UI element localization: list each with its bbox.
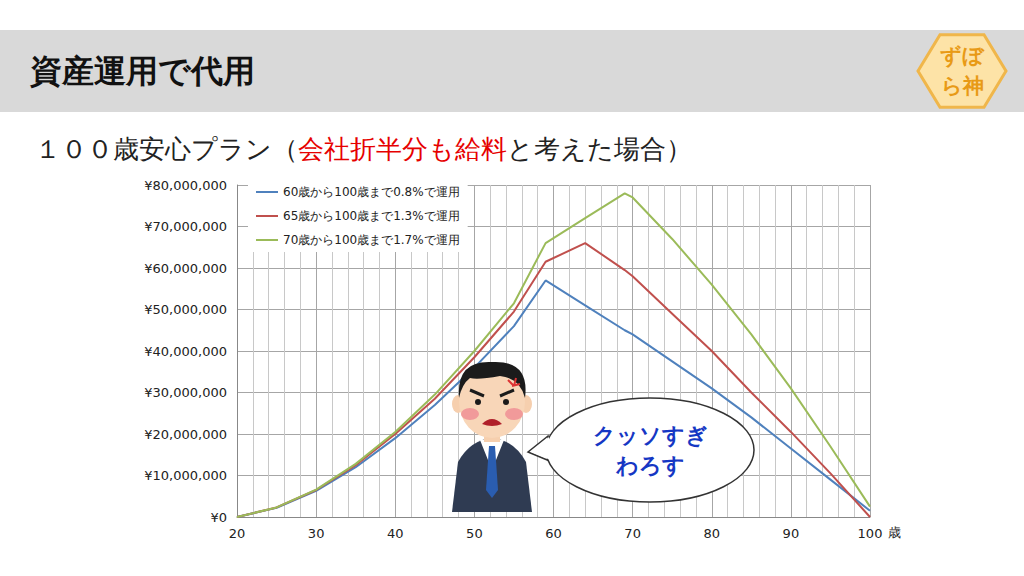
svg-text:歳: 歳 — [888, 525, 901, 540]
svg-text:60歳から100歳まで0.8%で運用: 60歳から100歳まで0.8%で運用 — [283, 185, 460, 199]
svg-text:¥30,000,000: ¥30,000,000 — [144, 385, 227, 400]
html-text:資産運用で代用: 資産運用で代用 — [30, 52, 255, 90]
svg-text:70: 70 — [624, 526, 641, 541]
svg-text:ずぼ: ずぼ — [940, 44, 985, 68]
svg-text:20: 20 — [229, 526, 246, 541]
svg-text:¥60,000,000: ¥60,000,000 — [144, 261, 227, 276]
svg-text:クッソすぎ: クッソすぎ — [593, 423, 708, 448]
svg-text:¥40,000,000: ¥40,000,000 — [144, 344, 227, 359]
svg-text:¥20,000,000: ¥20,000,000 — [144, 427, 227, 442]
svg-text:¥50,000,000: ¥50,000,000 — [144, 302, 227, 317]
svg-text:70歳から100歳まで1.7%で運用: 70歳から100歳まで1.7%で運用 — [283, 233, 460, 247]
svg-text:わろす: わろす — [615, 453, 685, 478]
svg-text:30: 30 — [308, 526, 325, 541]
svg-text:¥0: ¥0 — [210, 510, 227, 525]
svg-text:90: 90 — [783, 526, 800, 541]
svg-text:¥10,000,000: ¥10,000,000 — [144, 468, 227, 483]
svg-text:50: 50 — [466, 526, 483, 541]
svg-text:100: 100 — [858, 526, 883, 541]
svg-text:60: 60 — [545, 526, 562, 541]
svg-text:¥80,000,000: ¥80,000,000 — [144, 178, 227, 193]
svg-text:65歳から100歳まで1.3%で運用: 65歳から100歳まで1.3%で運用 — [283, 209, 460, 223]
svg-text:ら神: ら神 — [941, 74, 984, 98]
svg-text:80: 80 — [703, 526, 720, 541]
html-text:１００歳安心プラン（会社折半分も給料と考えた場合）: １００歳安心プラン（会社折半分も給料と考えた場合） — [35, 134, 692, 164]
svg-text:40: 40 — [387, 526, 404, 541]
svg-text:¥70,000,000: ¥70,000,000 — [144, 219, 227, 234]
